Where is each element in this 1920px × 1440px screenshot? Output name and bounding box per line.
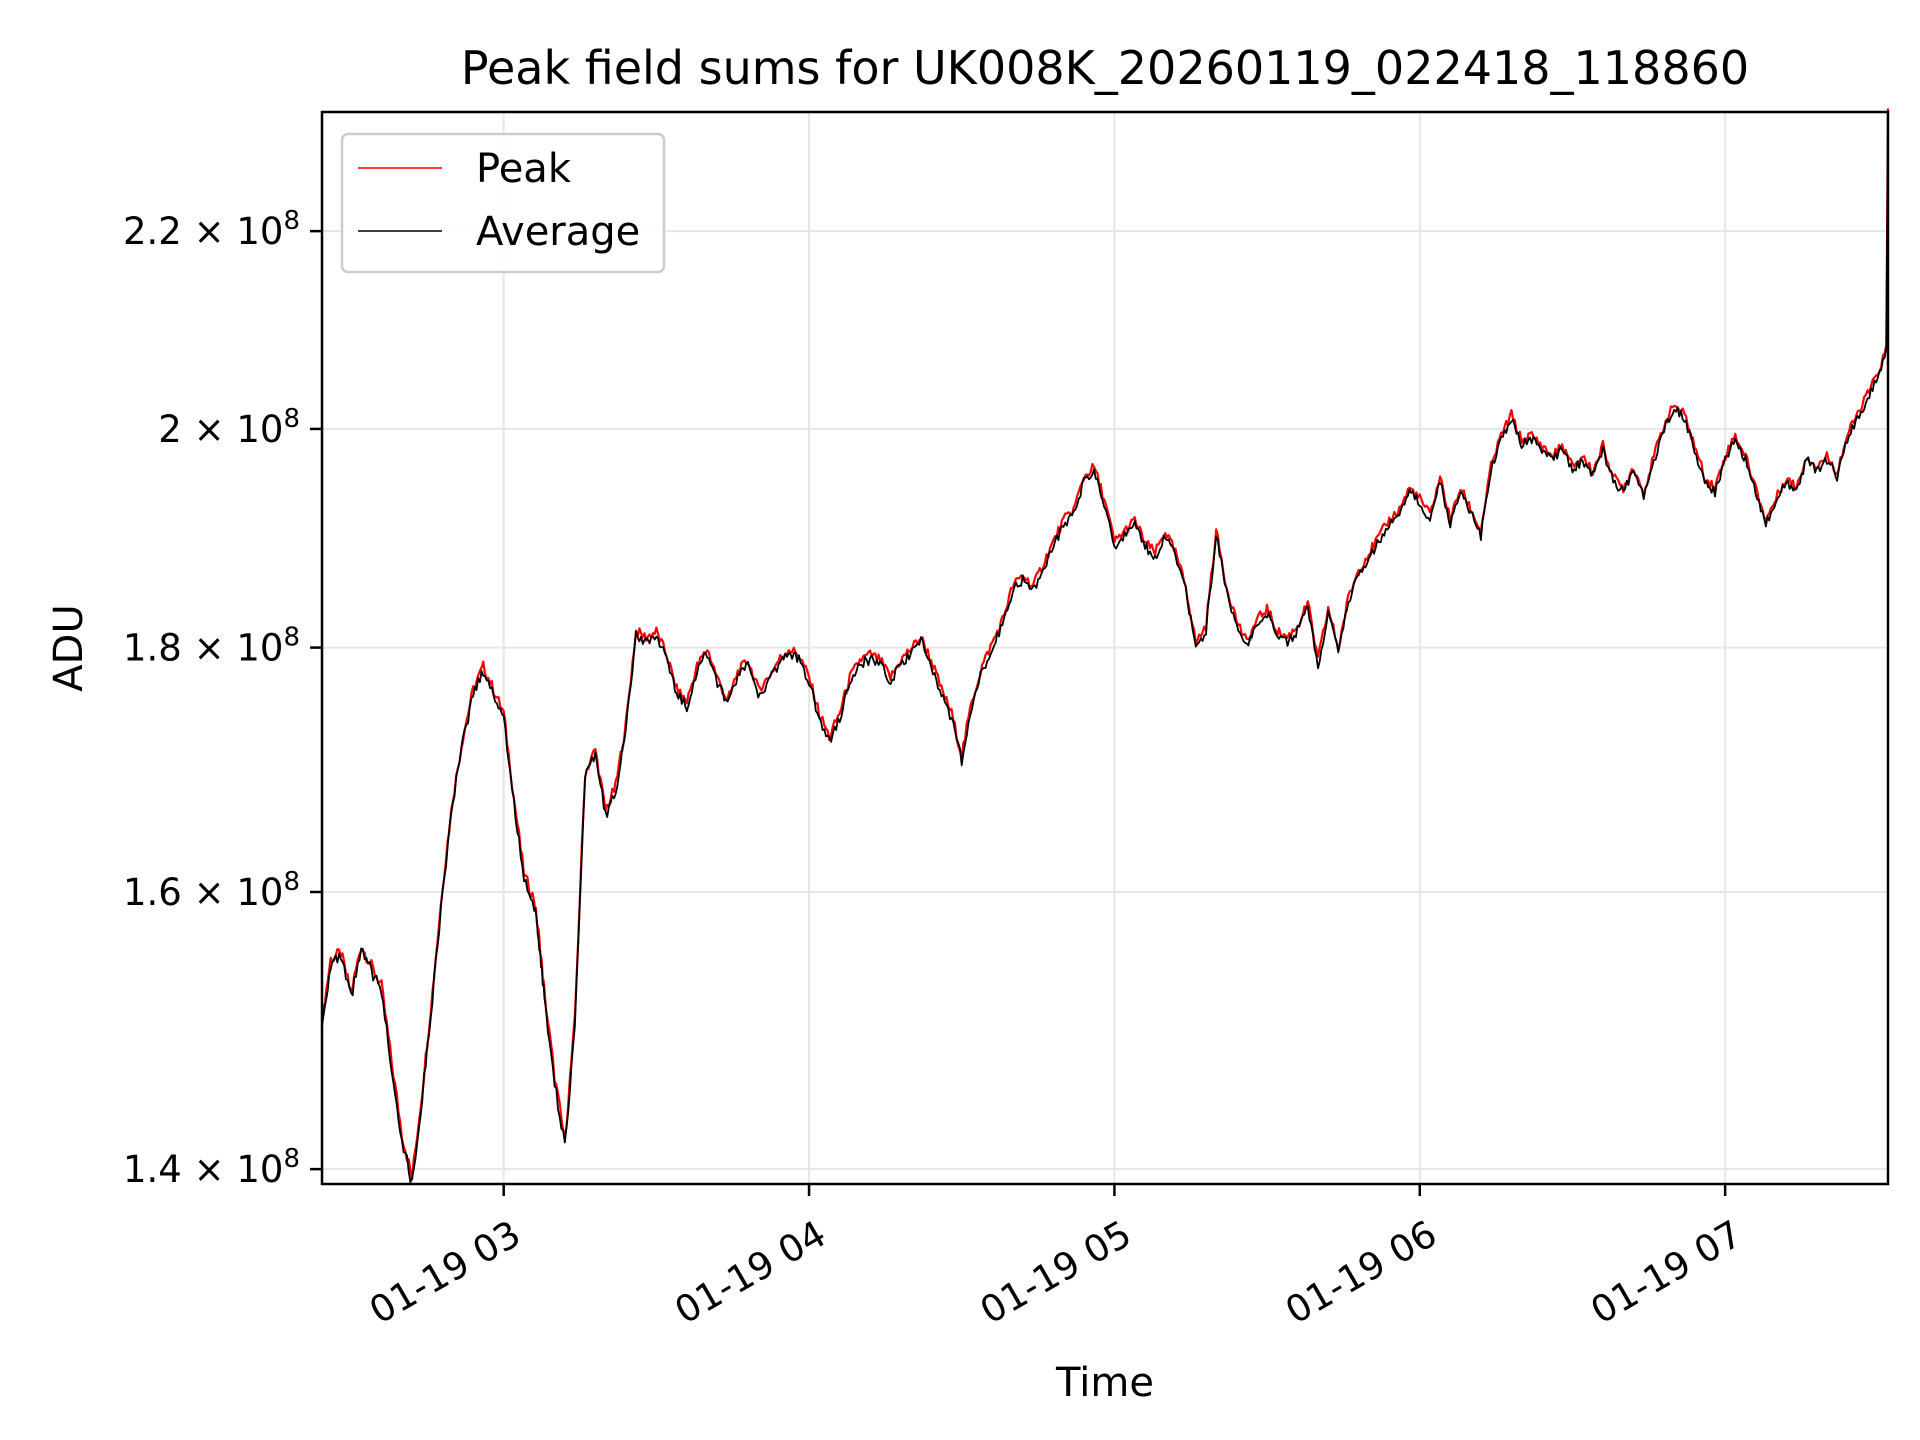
series-line-average xyxy=(321,111,1889,1184)
y-tick-mantissa: 2.2 xyxy=(123,210,182,253)
x-tick-label: 01-19 04 xyxy=(668,1212,834,1332)
y-tick-mantissa: 2 xyxy=(158,408,182,451)
x-axis-label: Time xyxy=(1055,1360,1154,1406)
y-tick-times: × 10 xyxy=(182,871,284,914)
y-tick-times: × 10 xyxy=(182,210,284,253)
y-tick-label: 2.2 × 108 xyxy=(123,206,300,253)
x-tick-label: 01-19 06 xyxy=(1278,1212,1444,1332)
x-axis-ticks: 01-19 03 01-19 04 01-19 05 01-19 06 01-19 07 xyxy=(362,1184,1749,1333)
chart-title: Peak field sums for UK008K_20260119_0224… xyxy=(461,41,1749,95)
y-tick-mantissa: 1.8 xyxy=(123,627,182,670)
y-tick-label: 1.6 × 108 xyxy=(123,867,300,914)
legend: Peak Average xyxy=(340,132,666,274)
y-tick-label: 1.4 × 108 xyxy=(123,1144,300,1191)
y-tick-label: 2 × 108 xyxy=(158,404,300,451)
y-tick-exponent: 8 xyxy=(283,1144,300,1174)
y-tick-exponent: 8 xyxy=(283,206,300,236)
y-axis-label: ADU xyxy=(46,604,92,691)
legend-label-average: Average xyxy=(476,209,640,255)
y-tick-times: × 10 xyxy=(182,627,284,670)
y-tick-mantissa: 1.6 xyxy=(123,871,182,914)
y-tick-times: × 10 xyxy=(182,408,284,451)
series-lines xyxy=(320,108,1890,1184)
y-tick-label: 1.8 × 108 xyxy=(123,623,300,670)
x-tick-label: 01-19 03 xyxy=(362,1212,528,1332)
x-tick-label: 01-19 05 xyxy=(973,1212,1139,1332)
gridlines xyxy=(322,112,1888,1184)
y-tick-exponent: 8 xyxy=(283,404,300,434)
y-tick-exponent: 8 xyxy=(283,623,300,653)
y-tick-mantissa: 1.4 xyxy=(123,1148,182,1191)
y-tick-times: × 10 xyxy=(182,1148,284,1191)
legend-label-peak: Peak xyxy=(476,146,572,192)
x-tick-label: 01-19 07 xyxy=(1584,1212,1750,1332)
y-tick-exponent: 8 xyxy=(283,867,300,897)
